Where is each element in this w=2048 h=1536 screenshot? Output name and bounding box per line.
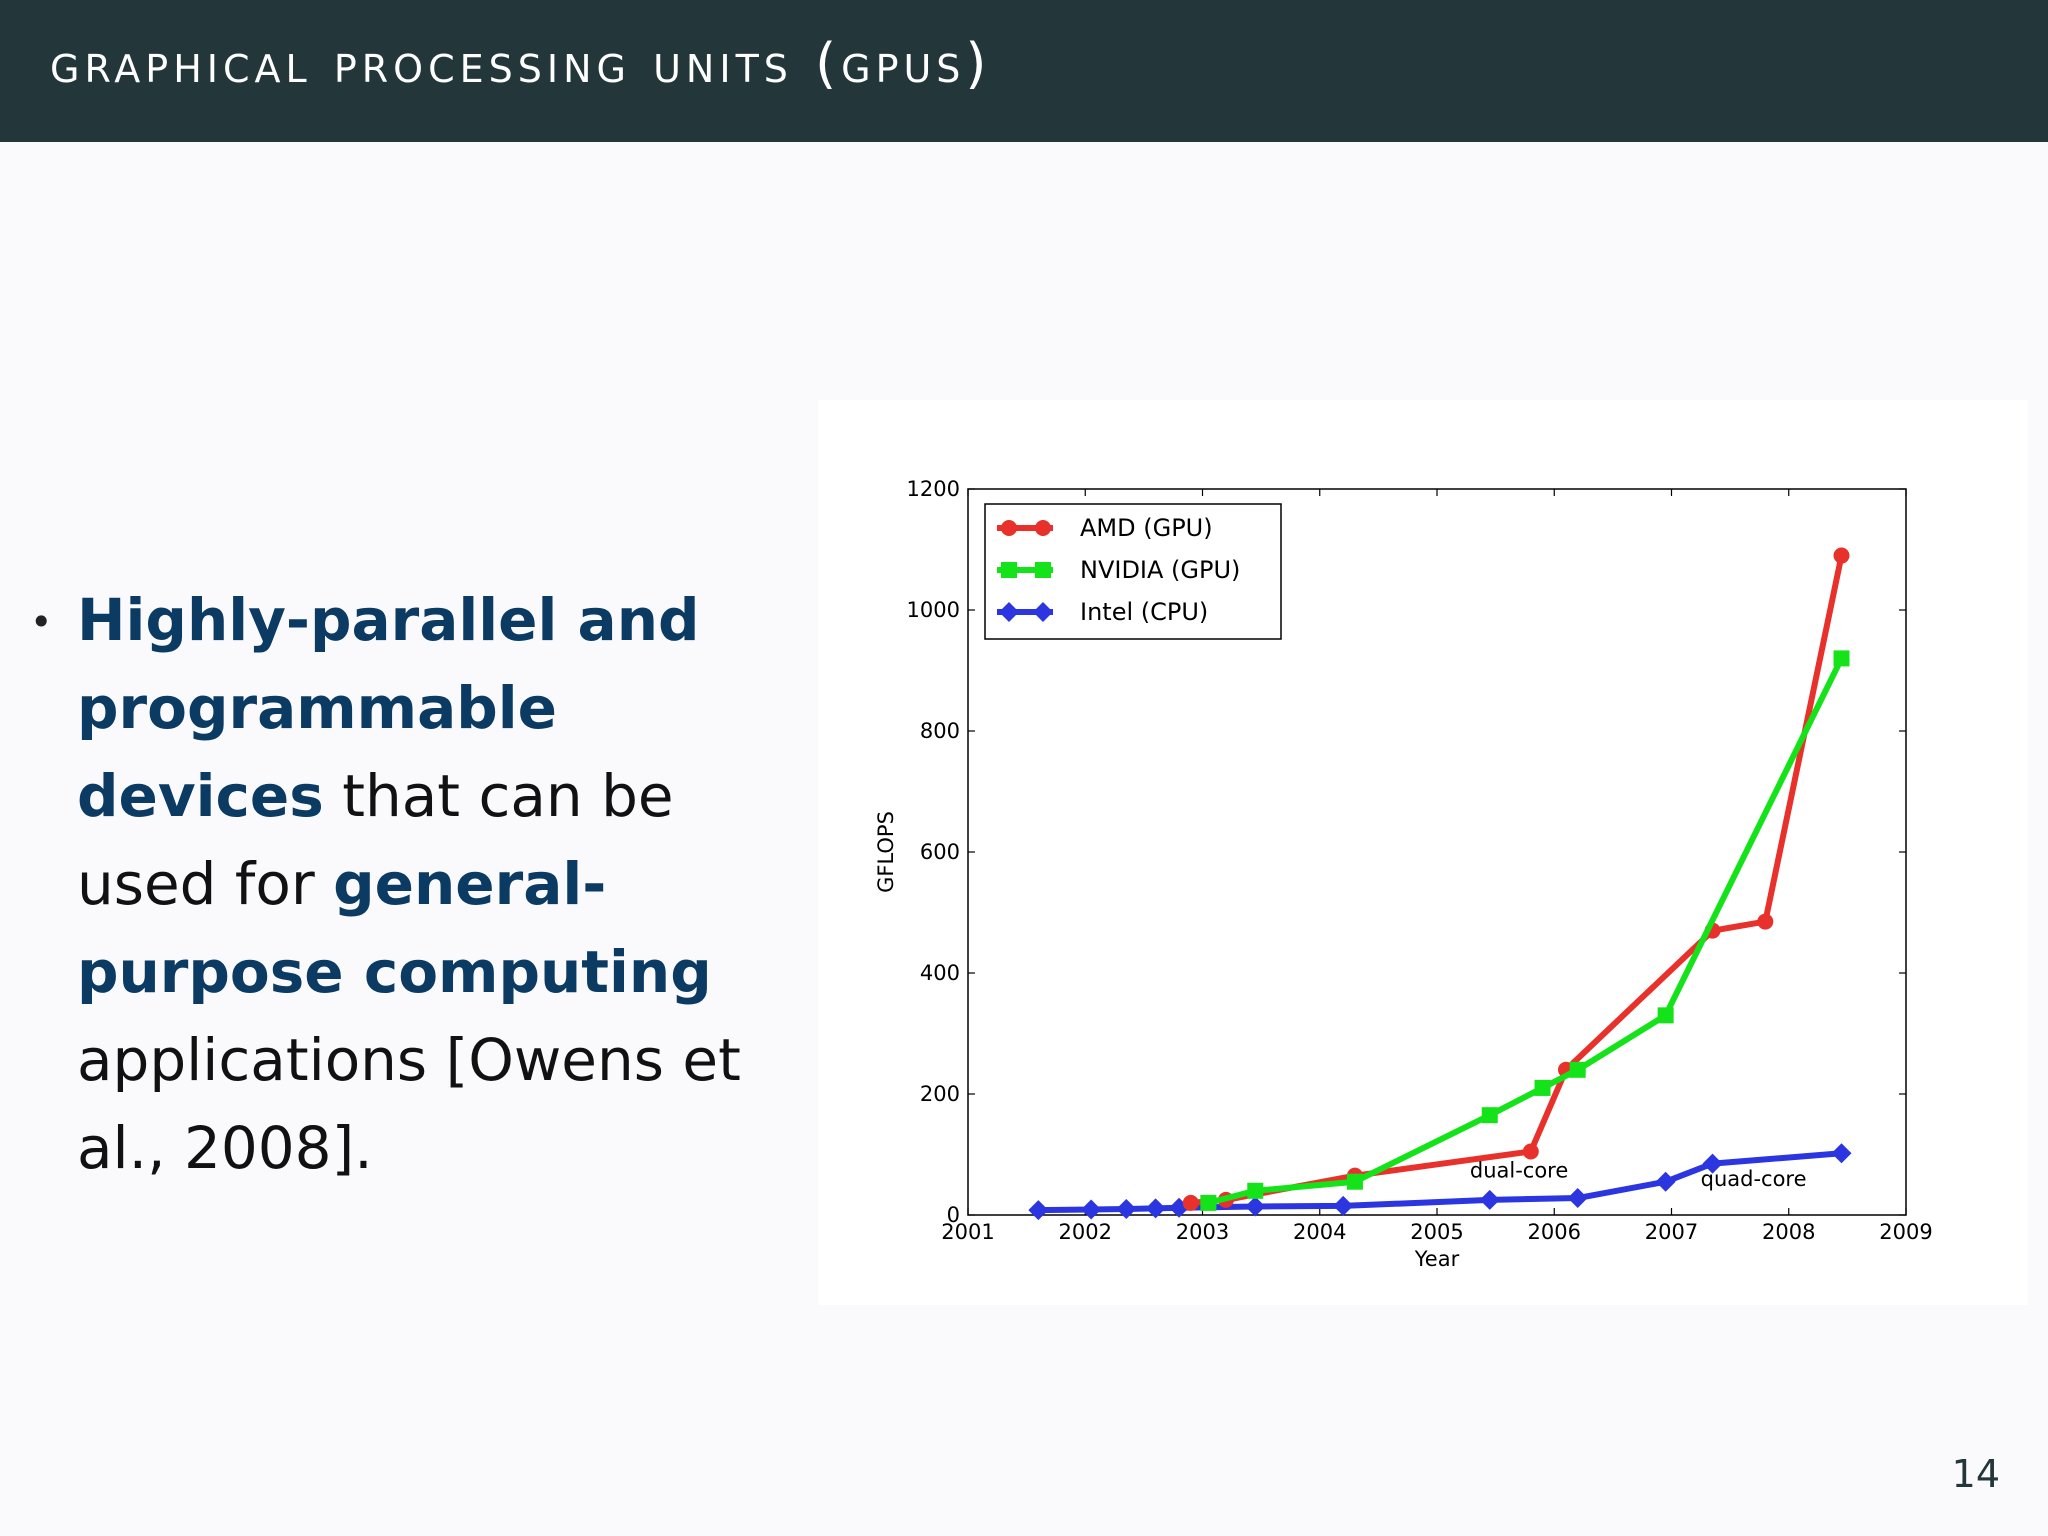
data-point-nvidia-gpu — [1534, 1079, 1551, 1096]
data-point-nvidia-gpu — [1657, 1007, 1674, 1024]
data-point-amd-gpu — [1757, 913, 1774, 930]
data-point-nvidia-gpu — [1247, 1182, 1264, 1199]
chart-annotation: dual-core — [1470, 1158, 1568, 1182]
data-point-nvidia-gpu — [1200, 1194, 1217, 1211]
series-line-amd-gpu — [1190, 554, 1845, 1206]
legend-marker — [1001, 520, 1017, 536]
x-tick-label: 2002 — [1059, 1220, 1112, 1244]
page-number: 14 — [1951, 1452, 2000, 1496]
x-tick-label: 2001 — [941, 1220, 994, 1244]
y-tick-label: 800 — [920, 719, 960, 743]
bullet-marker: • — [30, 600, 53, 644]
x-tick-label: 2008 — [1762, 1220, 1815, 1244]
data-point-intel-cpu — [1567, 1188, 1588, 1209]
data-point-nvidia-gpu — [1833, 650, 1850, 667]
legend-marker — [999, 602, 1019, 622]
chart-annotation: quad-core — [1701, 1167, 1807, 1191]
x-tick-label: 2004 — [1293, 1220, 1346, 1244]
data-point-nvidia-gpu — [1346, 1173, 1363, 1190]
x-tick-label: 2007 — [1645, 1220, 1698, 1244]
data-point-amd-gpu — [1182, 1194, 1199, 1211]
y-tick-label: 400 — [920, 961, 960, 985]
data-point-intel-cpu — [1169, 1197, 1190, 1218]
x-tick-label: 2009 — [1879, 1220, 1932, 1244]
data-point-amd-gpu — [1522, 1143, 1539, 1160]
bullet-plain-1: that can be used for — [77, 762, 674, 918]
x-tick-label: 2006 — [1528, 1220, 1581, 1244]
slide-header: graphical processing units (gpus) — [0, 0, 2048, 142]
bullet-emphasis-1: Highly-parallel and programmable devices — [77, 586, 700, 830]
x-axis-label: Year — [1414, 1247, 1460, 1271]
y-tick-label: 1000 — [907, 598, 960, 622]
legend-label: Intel (CPU) — [1080, 598, 1208, 626]
legend-marker — [1033, 602, 1053, 622]
data-point-intel-cpu — [1702, 1153, 1723, 1174]
data-point-intel-cpu — [1333, 1195, 1354, 1216]
x-tick-label: 2005 — [1410, 1220, 1463, 1244]
series-line-nvidia-gpu — [1207, 657, 1845, 1206]
gflops-chart: 2001 2002 2003 2004 2005 2006 2007 2008 2009 0 200… — [874, 477, 1933, 1271]
data-point-intel-cpu — [1116, 1198, 1137, 1219]
bullet-plain-2: applications [Owens et al., 2008]. — [77, 1026, 741, 1182]
y-tick-label: 600 — [920, 840, 960, 864]
data-point-intel-cpu — [1028, 1200, 1049, 1221]
data-point-intel-cpu — [1831, 1143, 1852, 1164]
chart-figure: 2001 2002 2003 2004 2005 2006 2007 2008 2009 0 200… — [818, 400, 2028, 1305]
x-tick-label: 2003 — [1176, 1220, 1229, 1244]
bullet-emphasis-2: general-purpose computing — [77, 850, 712, 1006]
y-tick-label: 0 — [947, 1203, 960, 1227]
legend-marker — [1035, 562, 1051, 578]
legend-marker — [1035, 520, 1051, 536]
slide-title: graphical processing units (gpus) — [50, 32, 992, 95]
y-tick-label: 1200 — [907, 477, 960, 501]
data-point-intel-cpu — [1081, 1199, 1102, 1220]
data-point-intel-cpu — [1245, 1196, 1266, 1217]
data-point-nvidia-gpu — [1569, 1061, 1586, 1078]
data-point-nvidia-gpu — [1481, 1107, 1498, 1124]
legend-label: AMD (GPU) — [1080, 514, 1213, 542]
bullet-text: Highly-parallel and programmable devices… — [77, 576, 797, 1192]
y-tick-label: 200 — [920, 1082, 960, 1106]
data-point-intel-cpu — [1655, 1171, 1676, 1192]
legend-marker — [1001, 562, 1017, 578]
data-point-intel-cpu — [1145, 1198, 1166, 1219]
data-point-amd-gpu — [1833, 547, 1850, 564]
data-point-intel-cpu — [1479, 1189, 1500, 1210]
legend-label: NVIDIA (GPU) — [1080, 556, 1240, 584]
y-axis-label: GFLOPS — [874, 811, 898, 893]
